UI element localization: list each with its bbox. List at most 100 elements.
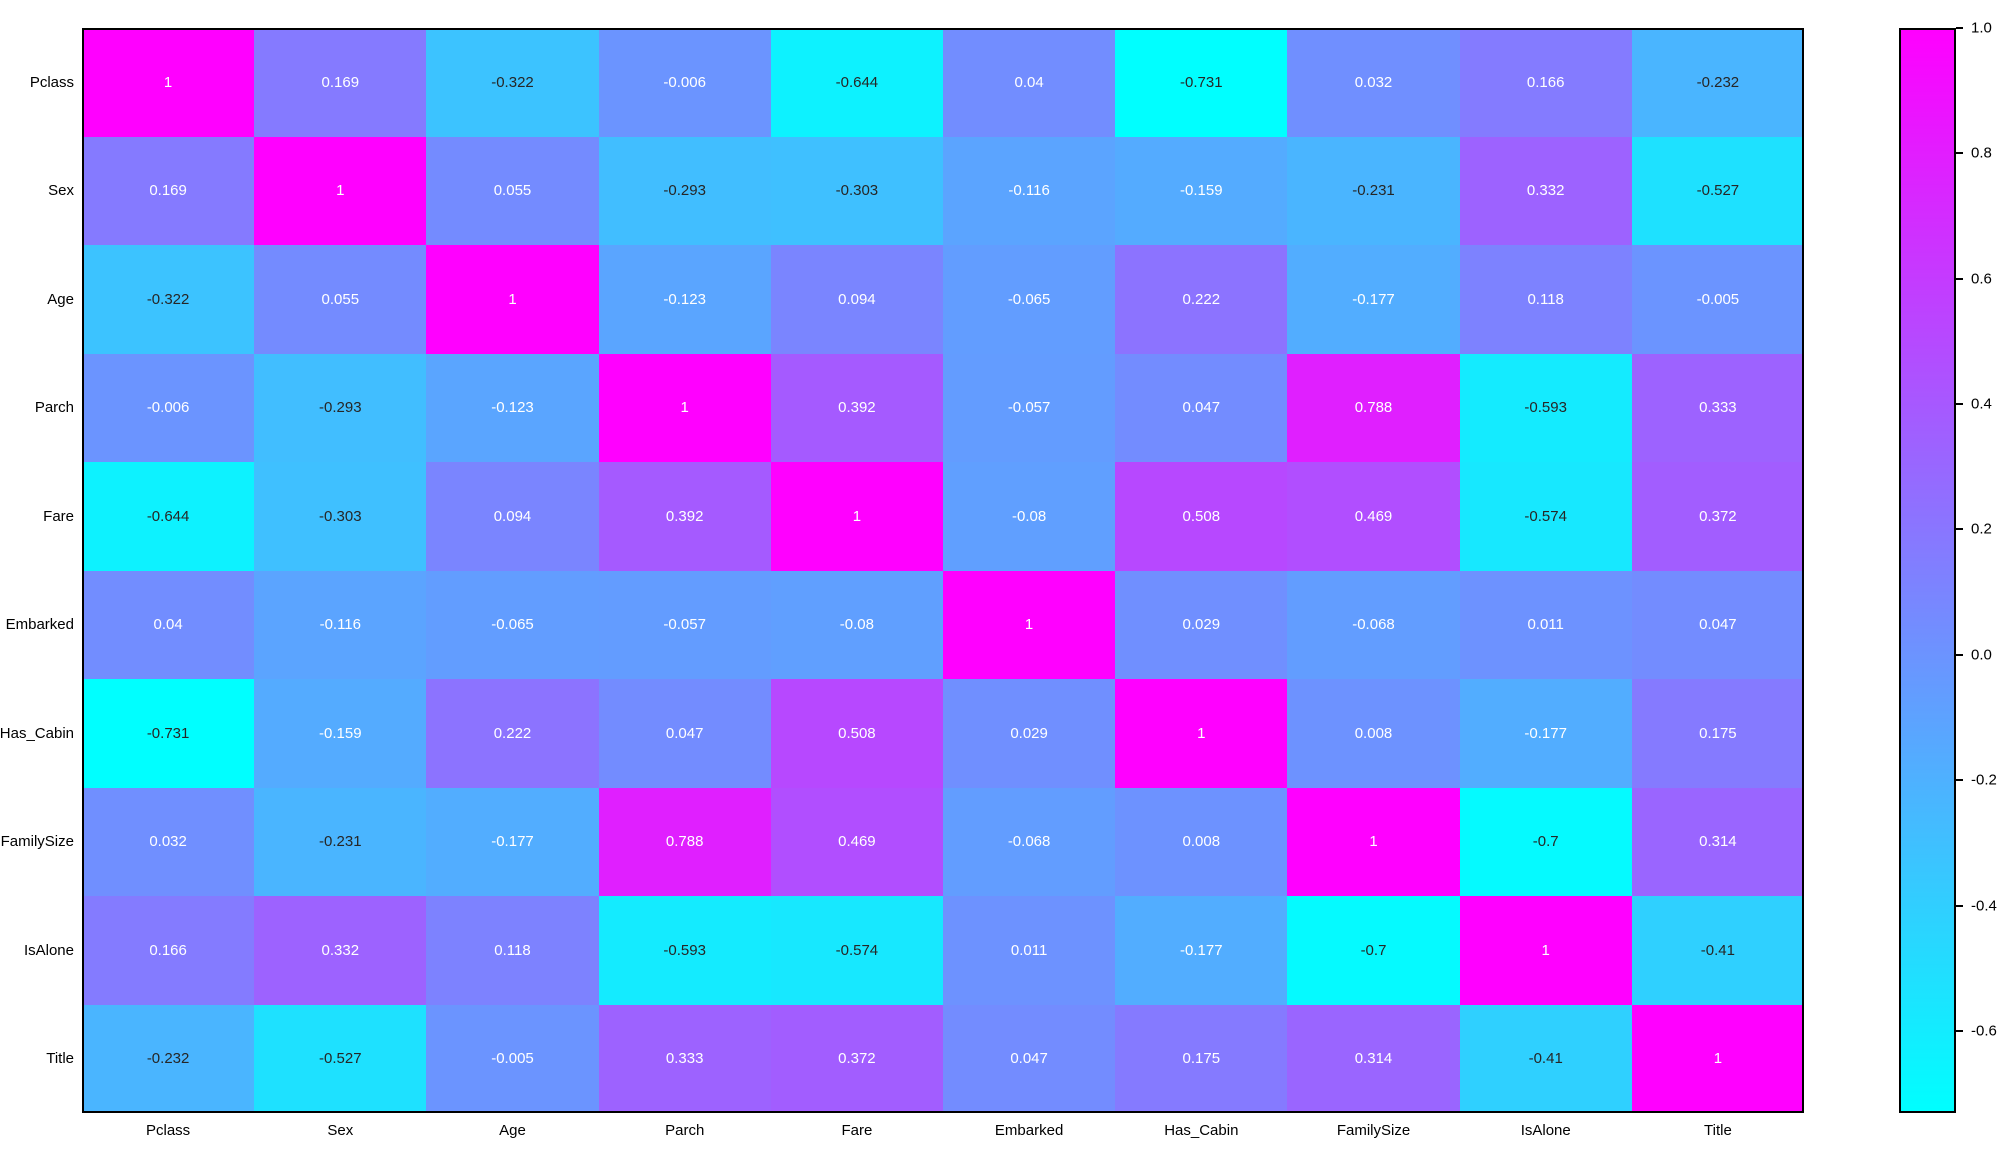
heatmap-cell: 1 bbox=[1459, 896, 1632, 1005]
cell-value: -0.644 bbox=[835, 73, 879, 91]
cell-value: 0.333 bbox=[665, 1050, 704, 1068]
cell-value: 0.032 bbox=[149, 833, 187, 851]
heatmap-cell: 0.118 bbox=[426, 896, 599, 1005]
col-tick-label: Has_Cabin bbox=[1164, 1122, 1239, 1139]
colorbar-tick bbox=[1956, 653, 1963, 656]
heatmap-cell: -0.322 bbox=[426, 28, 599, 137]
cell-value: -0.177 bbox=[1180, 941, 1223, 959]
row-tick-label: Age bbox=[47, 290, 74, 308]
col-tick-label: IsAlone bbox=[1520, 1122, 1571, 1139]
heatmap-cell: -0.7 bbox=[1459, 787, 1632, 896]
row-tick-label: Embarked bbox=[5, 616, 74, 634]
heatmap-cell: -0.006 bbox=[598, 28, 771, 137]
colorbar-tick-label: 0.0 bbox=[1971, 646, 1992, 664]
cell-value: -0.293 bbox=[319, 399, 362, 417]
row-tick-label: Fare bbox=[43, 507, 74, 525]
heatmap-cell: -0.574 bbox=[770, 896, 943, 1005]
colorbar-tick-label: -0.4 bbox=[1971, 897, 1997, 915]
cell-value: 1 bbox=[852, 507, 862, 525]
heatmap-cell: -0.057 bbox=[942, 353, 1116, 462]
heatmap-cell: 0.392 bbox=[770, 353, 943, 462]
heatmap-cell: -0.159 bbox=[254, 679, 427, 788]
heatmap-cell: 0.04 bbox=[942, 28, 1116, 137]
cell-value: -0.322 bbox=[146, 290, 190, 308]
heatmap-cell: -0.303 bbox=[770, 136, 943, 245]
heatmap-cell: 0.032 bbox=[1287, 28, 1460, 137]
cell-value: -0.123 bbox=[491, 399, 534, 417]
col-tick-label: Pclass bbox=[146, 1122, 191, 1139]
cell-value: 0.169 bbox=[321, 73, 360, 91]
cell-value: 0.04 bbox=[153, 616, 183, 634]
cell-value: 0.055 bbox=[321, 290, 360, 308]
cell-value: -0.731 bbox=[1180, 73, 1223, 91]
heatmap-cell: 0.032 bbox=[82, 787, 255, 896]
colorbar-gradient bbox=[1899, 28, 1956, 1113]
colorbar-tick-label: 1.0 bbox=[1971, 19, 1992, 37]
cell-value: 0.333 bbox=[1699, 399, 1737, 417]
cell-value: 0.788 bbox=[1354, 399, 1393, 417]
heatmap-cell: 1 bbox=[598, 353, 771, 462]
cell-value: -0.057 bbox=[663, 616, 706, 634]
heatmap-cell: -0.293 bbox=[254, 353, 427, 462]
heatmap-cell: -0.159 bbox=[1115, 136, 1288, 245]
heatmap-cell: -0.41 bbox=[1631, 896, 1804, 1005]
heatmap-cell: -0.116 bbox=[254, 570, 427, 679]
heatmap-cell: 0.055 bbox=[254, 245, 427, 354]
heatmap-cell: -0.123 bbox=[426, 353, 599, 462]
colorbar-tick bbox=[1956, 277, 1963, 280]
cell-value: -0.057 bbox=[1007, 399, 1051, 417]
heatmap-cell: -0.41 bbox=[1459, 1004, 1632, 1113]
cell-value: 0.047 bbox=[1010, 1050, 1048, 1068]
colorbar-tick-label: 0.4 bbox=[1971, 395, 1992, 413]
colorbar-tick bbox=[1956, 528, 1963, 531]
heatmap-cell: 0.029 bbox=[1115, 570, 1288, 679]
cell-value: 0.094 bbox=[838, 290, 876, 308]
heatmap-cell: -0.123 bbox=[598, 245, 771, 354]
cell-value: 1 bbox=[1197, 724, 1206, 742]
heatmap-cell: 1 bbox=[254, 136, 427, 245]
colorbar-tick bbox=[1956, 779, 1963, 782]
row-tick-label: Title bbox=[46, 1050, 74, 1068]
colorbar-tick bbox=[1956, 27, 1963, 29]
heatmap-cell: 0.094 bbox=[426, 462, 599, 571]
col-tick-label: Sex bbox=[327, 1122, 354, 1139]
cell-value: -0.293 bbox=[663, 182, 706, 200]
heatmap-cell: -0.177 bbox=[1115, 896, 1288, 1005]
cell-value: -0.08 bbox=[1011, 507, 1047, 525]
heatmap-cell: 0.175 bbox=[1631, 679, 1804, 788]
col-tick-label: Title bbox=[1704, 1122, 1732, 1139]
cell-value: -0.731 bbox=[146, 724, 190, 742]
heatmap-cell: -0.177 bbox=[426, 787, 599, 896]
heatmap-cell: 0.333 bbox=[1631, 353, 1804, 462]
cell-value: 0.332 bbox=[1526, 182, 1565, 200]
heatmap-cell: -0.574 bbox=[1459, 462, 1632, 571]
cell-value: -0.644 bbox=[146, 507, 190, 525]
cell-value: 0.372 bbox=[1699, 507, 1737, 525]
cell-value: 0.314 bbox=[1354, 1050, 1393, 1068]
cell-value: -0.527 bbox=[319, 1050, 362, 1068]
cell-value: 0.469 bbox=[838, 833, 876, 851]
row-tick-label: Sex bbox=[48, 182, 74, 200]
col-tick-label: Embarked bbox=[994, 1122, 1064, 1139]
colorbar-tick bbox=[1956, 904, 1963, 907]
cell-value: 0.222 bbox=[1182, 290, 1221, 308]
heatmap-cell: 0.392 bbox=[598, 462, 771, 571]
cell-value: 0.04 bbox=[1014, 73, 1044, 91]
heatmap-cell: -0.293 bbox=[598, 136, 771, 245]
cell-value: 0.047 bbox=[1182, 399, 1221, 417]
row-tick-label: IsAlone bbox=[23, 941, 74, 959]
heatmap-cell: 1 bbox=[1287, 787, 1460, 896]
cell-value: 0.008 bbox=[1354, 724, 1393, 742]
heatmap-cell: -0.232 bbox=[82, 1004, 255, 1113]
cell-value: -0.177 bbox=[1352, 290, 1395, 308]
cell-value: 0.011 bbox=[1010, 941, 1048, 959]
cell-value: 1 bbox=[680, 399, 689, 417]
cell-value: 0.469 bbox=[1354, 507, 1393, 525]
cell-value: -0.068 bbox=[1007, 833, 1051, 851]
cell-value: 0.169 bbox=[149, 182, 187, 200]
heatmap-cell: 0.166 bbox=[82, 896, 255, 1005]
col-tick-label: Age bbox=[499, 1122, 526, 1139]
col-tick-label: Parch bbox=[665, 1122, 705, 1139]
cell-value: 0.392 bbox=[838, 399, 876, 417]
cell-value: -0.065 bbox=[491, 616, 534, 634]
